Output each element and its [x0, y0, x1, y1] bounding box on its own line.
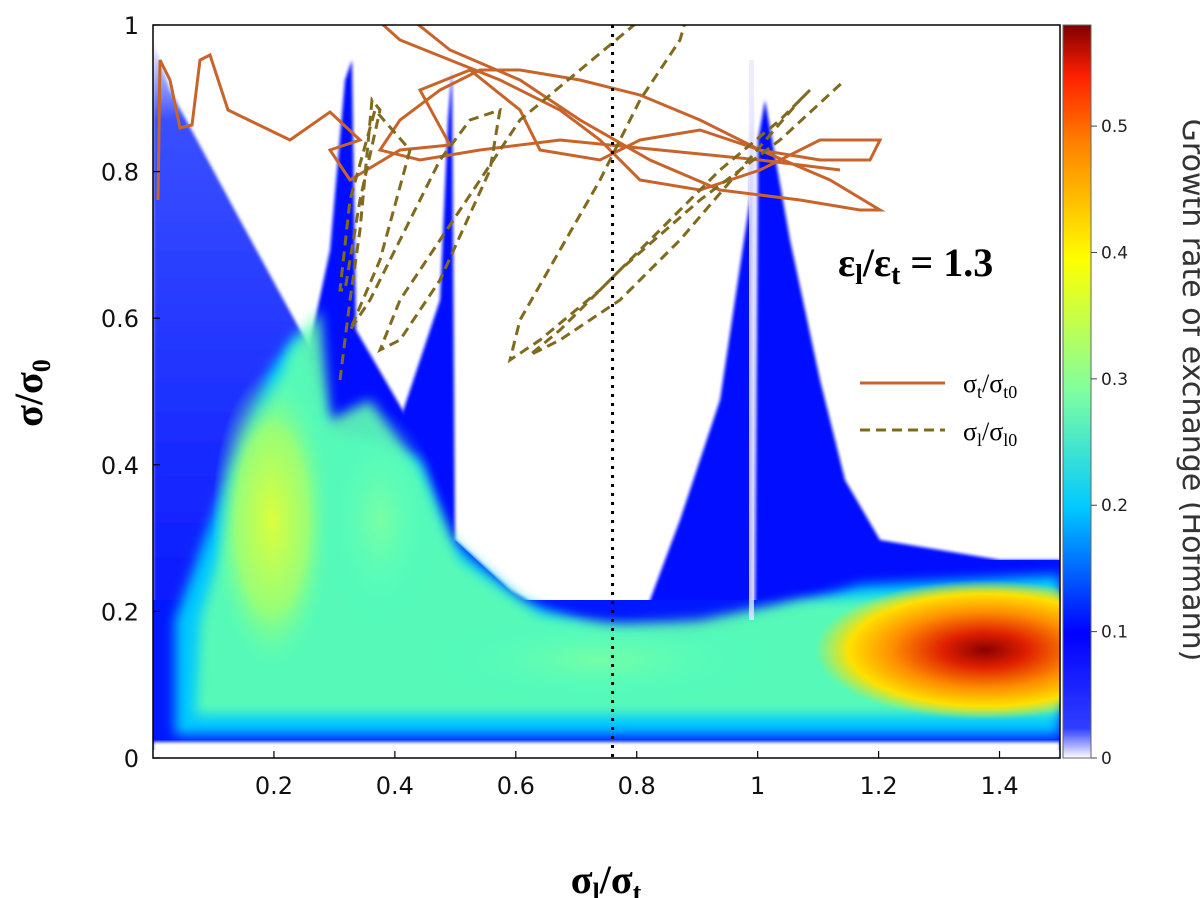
plot-frame	[152, 24, 1061, 759]
colorbar-title: Growth rate of exchange (Hofmann)	[1175, 119, 1200, 662]
x-tick-label: 0.6	[497, 772, 535, 800]
y-tick-label: 0.8	[101, 159, 139, 187]
y-axis-label: σ/σ0	[6, 359, 56, 427]
y-tick-label: 0.6	[101, 305, 139, 333]
x-tick-label: 0.2	[255, 772, 293, 800]
y-tick-label: 0	[124, 745, 139, 773]
colorbar-ticks: 0 0.1 0.2 0.3 0.4 0.5	[1091, 117, 1128, 769]
colorbar-tick-label: 0.1	[1101, 623, 1128, 643]
x-tick-label: 0.4	[376, 772, 414, 800]
legend: σt/σt0 σl/σl0	[860, 369, 1017, 450]
y-tick-label: 1	[124, 12, 139, 40]
colorbar-tick-label: 0	[1101, 749, 1112, 769]
x-tick-label: 1.4	[980, 772, 1018, 800]
colorbar-tick-label: 0.2	[1101, 496, 1128, 516]
x-tick-label: 1	[750, 772, 765, 800]
y-tick-label: 0.2	[101, 598, 139, 626]
y-tick-label: 0.4	[101, 452, 139, 480]
series-line-sigma-t	[156, 25, 886, 212]
x-tick-label: 1.2	[860, 772, 898, 800]
legend-label-sigma-l: σl/σl0	[963, 417, 1017, 450]
colorbar: 0 0.1 0.2 0.3 0.4 0.5 Growth rate of exchange…	[1062, 24, 1200, 769]
colorbar-tick-label: 0.3	[1101, 370, 1128, 390]
x-axis: 0.2 0.4 0.6 0.8 1 1.2 1.4	[255, 751, 1019, 800]
series-line-sigma-l	[338, 25, 847, 381]
x-tick-label: 0.8	[618, 772, 656, 800]
y-axis: 0 0.2 0.4 0.6 0.8 1	[101, 12, 160, 773]
legend-label-sigma-t: σt/σt0	[963, 369, 1017, 402]
colorbar-tick-label: 0.4	[1101, 243, 1128, 263]
colorbar-tick-label: 0.5	[1101, 117, 1128, 137]
x-axis-label: σl/σt	[571, 857, 642, 898]
epsilon-ratio-annotation: εl/εt = 1.3	[838, 240, 993, 291]
colorbar-gradient	[1062, 24, 1092, 759]
